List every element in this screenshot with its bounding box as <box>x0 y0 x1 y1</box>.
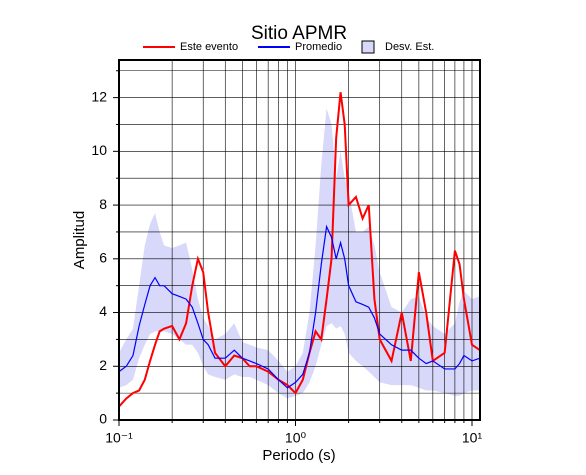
chart-title: Sitio APMR <box>251 23 347 44</box>
x-tick-label: 10⁰ <box>285 430 307 446</box>
y-tick-label: 8 <box>99 196 107 212</box>
y-axis-label: Amplitud <box>71 211 88 269</box>
x-tick-label: 10⁻¹ <box>105 430 133 446</box>
series-line <box>118 224 481 389</box>
y-tick-label: 4 <box>99 303 107 319</box>
legend-label: Promedio <box>295 41 342 53</box>
plot-frame <box>118 59 481 421</box>
legend-swatch <box>361 40 375 54</box>
std-band <box>119 108 480 399</box>
y-tick-label: 0 <box>99 411 107 427</box>
y-tick-label: 6 <box>99 250 107 266</box>
x-axis-label: Periodo (s) <box>262 447 335 464</box>
y-tick-label: 2 <box>99 357 107 373</box>
y-tick-label: 12 <box>91 88 107 104</box>
x-tick-label: 10¹ <box>462 430 483 446</box>
legend-label: Desv. Est. <box>385 41 434 53</box>
series-line <box>118 92 481 408</box>
y-tick-label: 10 <box>91 142 107 158</box>
legend-label: Este evento <box>180 41 238 53</box>
